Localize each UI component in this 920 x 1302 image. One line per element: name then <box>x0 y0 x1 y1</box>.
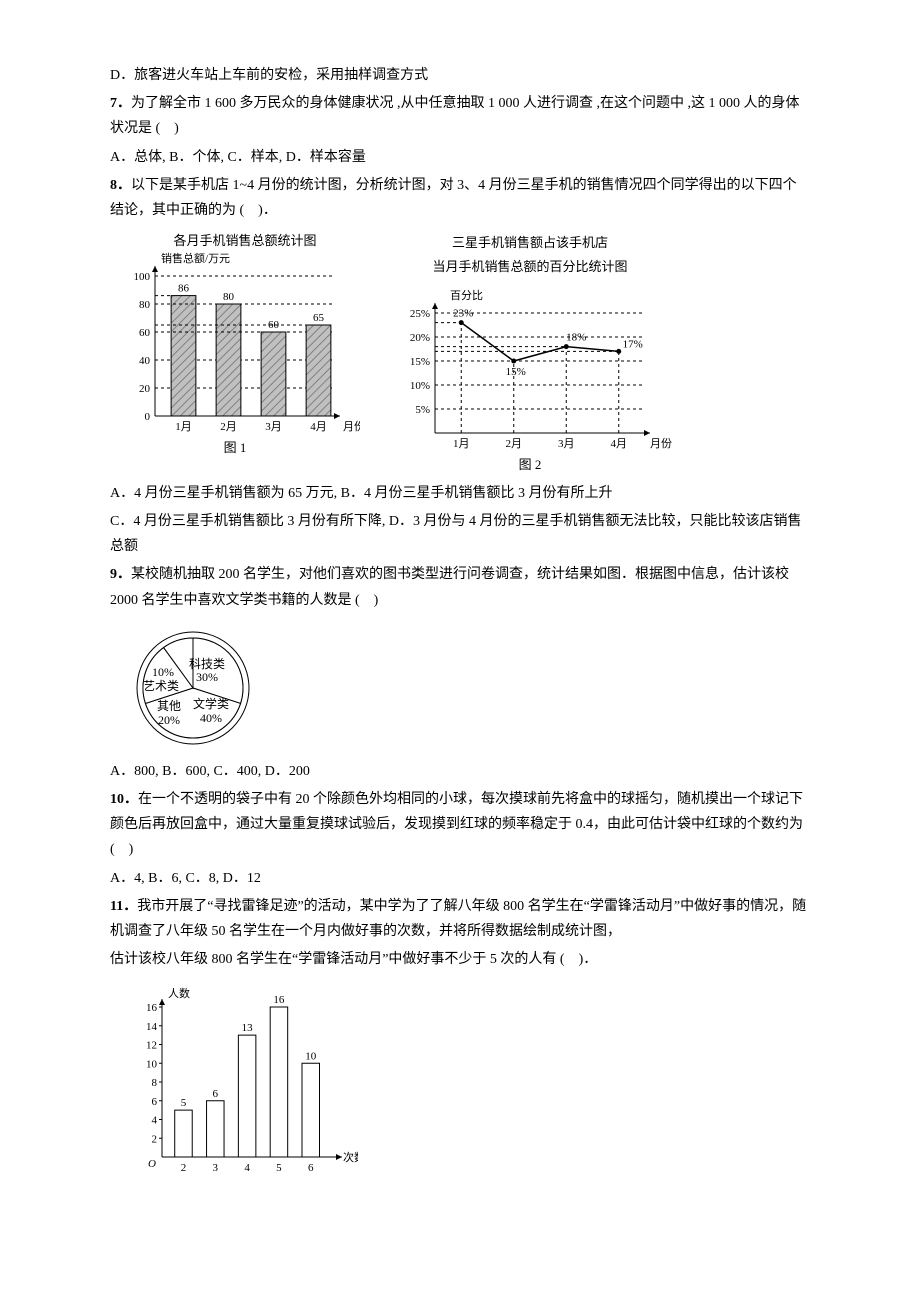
svg-text:6: 6 <box>213 1088 219 1100</box>
svg-text:14: 14 <box>146 1021 158 1033</box>
svg-text:图 1: 图 1 <box>224 440 247 455</box>
svg-text:月份: 月份 <box>650 437 672 450</box>
svg-text:30%: 30% <box>196 670 218 684</box>
svg-text:2: 2 <box>181 1162 187 1174</box>
svg-text:4: 4 <box>244 1162 250 1174</box>
svg-text:2: 2 <box>152 1134 158 1146</box>
svg-text:图 2: 图 2 <box>519 457 542 472</box>
svg-text:25%: 25% <box>410 308 430 320</box>
svg-text:1月: 1月 <box>453 438 470 450</box>
q9-pie-wrap: 科技类30% 文学类40% 其他20% 10%艺术类 <box>128 623 810 753</box>
q11-bar-wrap: 人数次数 2 4 6 8 10 12 14 16 O 5 2 6 3 13 4 16 5 10 6 <box>128 982 810 1182</box>
svg-text:60: 60 <box>139 327 151 339</box>
svg-text:文学类: 文学类 <box>193 696 229 711</box>
svg-text:各月手机销售总额统计图: 各月手机销售总额统计图 <box>173 233 316 248</box>
svg-text:其他: 其他 <box>157 699 181 713</box>
q8: 8．以下是某手机店 1~4 月份的统计图，分析统计图，对 3、4 月份三星手机的… <box>110 173 810 223</box>
q10-num: 10． <box>110 792 138 807</box>
q8-chart1: 各月手机销售总额统计图销售总额/万元月份 0 20 40 60 80 100 86 1月 80 2月… <box>110 231 360 456</box>
svg-text:6: 6 <box>308 1162 314 1174</box>
svg-text:6: 6 <box>152 1096 158 1108</box>
q7: 7．为了解全市 1 600 多万民众的身体健康状况 ,从中任意抽取 1 000 … <box>110 91 810 141</box>
svg-text:百分比: 百分比 <box>450 289 483 302</box>
q11: 11．我市开展了“寻找雷锋足迹”的活动，某中学为了了解八年级 800 名学生在“… <box>110 894 810 944</box>
svg-text:2月: 2月 <box>506 438 523 450</box>
svg-text:3月: 3月 <box>265 421 282 433</box>
svg-text:16: 16 <box>273 994 285 1006</box>
svg-text:4月: 4月 <box>611 438 628 450</box>
q11-bar: 人数次数 2 4 6 8 10 12 14 16 O 5 2 6 3 13 4 16 5 10 6 <box>128 982 358 1182</box>
svg-text:15%: 15% <box>506 366 526 378</box>
q9-opts: A．800, B．600, C．400, D．200 <box>110 759 810 784</box>
svg-text:5%: 5% <box>415 404 430 416</box>
svg-text:65: 65 <box>313 312 325 324</box>
svg-text:20%: 20% <box>158 713 180 727</box>
svg-text:23%: 23% <box>453 308 473 320</box>
svg-text:5: 5 <box>181 1097 187 1109</box>
q10-stem: 在一个不透明的袋子中有 20 个除颜色外均相同的小球，每次摸球前先将盒中的球摇匀… <box>110 792 803 857</box>
svg-text:17%: 17% <box>623 338 643 350</box>
svg-text:月份: 月份 <box>343 420 360 433</box>
svg-text:次数: 次数 <box>343 1150 358 1164</box>
svg-text:3月: 3月 <box>558 438 575 450</box>
svg-text:13: 13 <box>242 1022 254 1034</box>
q6-d: D．旅客进火车站上车前的安检，采用抽样调查方式 <box>110 63 810 88</box>
svg-text:86: 86 <box>178 283 190 295</box>
svg-text:16: 16 <box>146 1002 158 1014</box>
svg-text:40: 40 <box>139 355 151 367</box>
svg-text:1月: 1月 <box>175 421 192 433</box>
svg-text:12: 12 <box>146 1040 157 1052</box>
svg-text:100: 100 <box>134 271 151 283</box>
svg-text:40%: 40% <box>200 711 222 725</box>
svg-text:4月: 4月 <box>310 421 327 433</box>
q8-num: 8． <box>110 178 131 193</box>
svg-text:2月: 2月 <box>220 421 237 433</box>
svg-text:0: 0 <box>145 411 151 423</box>
q8-charts: 各月手机销售总额统计图销售总额/万元月份 0 20 40 60 80 100 86 1月 80 2月… <box>110 231 810 473</box>
q10-opts: A．4, B．6, C．8, D．12 <box>110 866 810 891</box>
svg-text:18%: 18% <box>566 332 586 344</box>
q10: 10．在一个不透明的袋子中有 20 个除颜色外均相同的小球，每次摸球前先将盒中的… <box>110 787 810 863</box>
svg-text:20%: 20% <box>410 332 430 344</box>
svg-text:10: 10 <box>305 1051 317 1063</box>
svg-text:销售总额/万元: 销售总额/万元 <box>161 251 230 265</box>
q8-stem: 以下是某手机店 1~4 月份的统计图，分析统计图，对 3、4 月份三星手机的销售… <box>110 178 797 218</box>
q8-chart2-wrap: 三星手机销售额占该手机店 当月手机销售总额的百分比统计图 百分比月份 5% 10% 1… <box>380 231 680 473</box>
svg-text:人数: 人数 <box>168 987 190 1000</box>
svg-text:20: 20 <box>139 383 151 395</box>
q7-stem: 为了解全市 1 600 多万民众的身体健康状况 ,从中任意抽取 1 000 人进… <box>110 96 800 136</box>
svg-text:4: 4 <box>152 1115 158 1127</box>
svg-text:15%: 15% <box>410 356 430 368</box>
svg-text:10%: 10% <box>152 665 174 679</box>
q11-stem2: 估计该校八年级 800 名学生在“学雷锋活动月”中做好事不少于 5 次的人有 (… <box>110 947 810 972</box>
q11-num: 11． <box>110 899 137 914</box>
svg-text:5: 5 <box>276 1162 282 1174</box>
q8-chart2: 百分比月份 5% 10% 15% 20% 25% 1月 2月 3月 4月 23% 15% 18% 17% 图… <box>380 278 680 473</box>
svg-text:80: 80 <box>139 299 151 311</box>
q7-num: 7． <box>110 96 131 111</box>
svg-text:O: O <box>148 1158 156 1170</box>
q7-opts: A．总体, B．个体, C．样本, D．样本容量 <box>110 145 810 170</box>
svg-text:10%: 10% <box>410 380 430 392</box>
svg-text:艺术类: 艺术类 <box>143 679 179 693</box>
q8-chart2-title2: 当月手机销售总额的百分比统计图 <box>380 255 680 278</box>
q9: 9．某校随机抽取 200 名学生，对他们喜欢的图书类型进行问卷调查，统计结果如图… <box>110 562 810 612</box>
q11-stem1: 我市开展了“寻找雷锋足迹”的活动，某中学为了了解八年级 800 名学生在“学雷锋… <box>110 899 806 939</box>
q9-num: 9． <box>110 567 131 582</box>
svg-text:80: 80 <box>223 291 235 303</box>
svg-text:3: 3 <box>213 1162 219 1174</box>
q9-stem: 某校随机抽取 200 名学生，对他们喜欢的图书类型进行问卷调查，统计结果如图．根… <box>110 567 789 607</box>
svg-text:10: 10 <box>146 1059 158 1071</box>
q8-chart2-title1: 三星手机销售额占该手机店 <box>380 231 680 254</box>
svg-text:科技类: 科技类 <box>189 657 225 671</box>
q9-pie: 科技类30% 文学类40% 其他20% 10%艺术类 <box>128 623 268 753</box>
q8-optAB: A．4 月份三星手机销售额为 65 万元, B．4 月份三星手机销售额比 3 月… <box>110 481 810 506</box>
svg-text:8: 8 <box>152 1077 158 1089</box>
q8-optCD: C．4 月份三星手机销售额比 3 月份有所下降, D．3 月份与 4 月份的三星… <box>110 509 810 559</box>
